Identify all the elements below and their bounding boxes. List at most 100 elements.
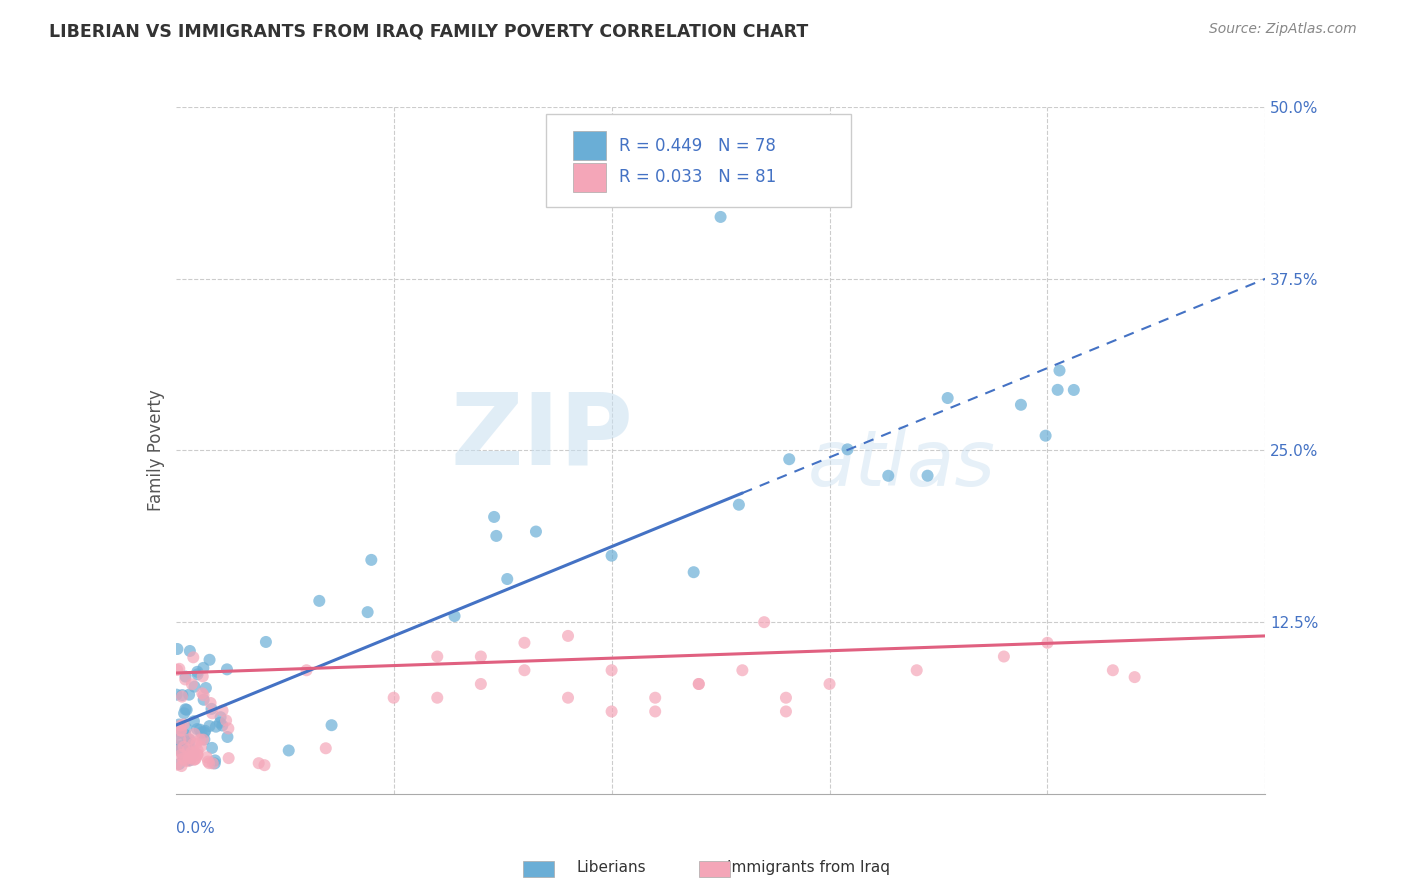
Point bbox=[778, 452, 800, 467]
Point bbox=[201, 706, 224, 721]
Point bbox=[1010, 398, 1032, 412]
Point bbox=[166, 688, 188, 702]
Point bbox=[470, 677, 492, 691]
Point bbox=[208, 715, 231, 730]
Point bbox=[728, 498, 751, 512]
Point bbox=[1102, 663, 1125, 677]
Point bbox=[172, 747, 194, 761]
Point bbox=[1063, 383, 1085, 397]
Point bbox=[170, 739, 193, 754]
Point bbox=[167, 744, 190, 758]
Point bbox=[166, 757, 188, 772]
Point bbox=[356, 605, 378, 619]
Point bbox=[218, 751, 240, 765]
Point bbox=[253, 758, 276, 772]
Point bbox=[200, 702, 222, 716]
Point bbox=[179, 740, 201, 755]
Text: 0.0%: 0.0% bbox=[176, 822, 215, 837]
Point bbox=[186, 747, 208, 762]
Point bbox=[205, 720, 228, 734]
Point bbox=[169, 662, 191, 676]
Text: Immigrants from Iraq: Immigrants from Iraq bbox=[727, 861, 890, 875]
Y-axis label: Family Poverty: Family Poverty bbox=[146, 390, 165, 511]
Point bbox=[485, 529, 508, 543]
Text: Liberians: Liberians bbox=[576, 861, 647, 875]
Point bbox=[170, 690, 193, 704]
Point bbox=[837, 442, 859, 457]
Point bbox=[321, 718, 343, 732]
Point bbox=[295, 663, 318, 677]
Point bbox=[193, 688, 215, 702]
Point bbox=[166, 741, 188, 756]
Point bbox=[177, 753, 200, 767]
Point bbox=[190, 725, 212, 739]
Point bbox=[482, 510, 505, 524]
Text: Source: ZipAtlas.com: Source: ZipAtlas.com bbox=[1209, 22, 1357, 37]
Point bbox=[194, 723, 217, 738]
Point bbox=[172, 742, 194, 756]
Point bbox=[172, 688, 194, 702]
Point bbox=[181, 650, 204, 665]
Point bbox=[200, 696, 222, 710]
Point bbox=[179, 644, 201, 658]
Point bbox=[217, 722, 239, 736]
Point bbox=[176, 703, 198, 717]
Point bbox=[186, 736, 208, 750]
Point bbox=[173, 754, 195, 768]
FancyBboxPatch shape bbox=[546, 114, 852, 207]
Point bbox=[170, 759, 193, 773]
Point bbox=[1123, 670, 1146, 684]
Point bbox=[644, 690, 666, 705]
Point bbox=[993, 649, 1015, 664]
Point bbox=[215, 662, 238, 676]
Point bbox=[174, 721, 197, 735]
Point bbox=[600, 549, 623, 563]
Point bbox=[173, 706, 195, 721]
Point bbox=[731, 663, 754, 677]
Point bbox=[170, 747, 193, 762]
Point bbox=[1049, 363, 1071, 377]
Point bbox=[775, 705, 797, 719]
Point bbox=[277, 743, 299, 757]
Point bbox=[186, 747, 208, 762]
Point bbox=[193, 661, 215, 675]
Point bbox=[600, 705, 623, 719]
Point bbox=[198, 719, 221, 733]
Point bbox=[169, 723, 191, 738]
Point bbox=[179, 732, 201, 747]
Point bbox=[198, 653, 221, 667]
Point bbox=[204, 756, 226, 771]
Point bbox=[187, 667, 209, 681]
Point bbox=[172, 752, 194, 766]
Point bbox=[775, 690, 797, 705]
Point bbox=[193, 725, 215, 739]
Text: ZIP: ZIP bbox=[450, 388, 633, 485]
Point bbox=[183, 737, 205, 751]
Point bbox=[177, 742, 200, 756]
Point bbox=[183, 747, 205, 761]
Point bbox=[179, 750, 201, 764]
Point bbox=[211, 718, 233, 732]
Point bbox=[917, 468, 939, 483]
Point bbox=[496, 572, 519, 586]
Point bbox=[877, 468, 900, 483]
Point bbox=[186, 722, 208, 736]
Point bbox=[166, 642, 188, 657]
Point bbox=[710, 210, 733, 224]
Point bbox=[215, 714, 238, 728]
Point bbox=[179, 732, 201, 747]
Point bbox=[688, 677, 710, 691]
Point bbox=[187, 743, 209, 757]
Point bbox=[905, 663, 928, 677]
Point bbox=[936, 391, 959, 405]
Text: LIBERIAN VS IMMIGRANTS FROM IRAQ FAMILY POVERTY CORRELATION CHART: LIBERIAN VS IMMIGRANTS FROM IRAQ FAMILY … bbox=[49, 22, 808, 40]
Point bbox=[754, 615, 776, 630]
Point bbox=[170, 723, 193, 738]
FancyBboxPatch shape bbox=[574, 131, 606, 160]
Point bbox=[191, 669, 214, 683]
Point bbox=[382, 690, 405, 705]
Point bbox=[195, 750, 218, 764]
Point bbox=[1035, 428, 1057, 442]
Point bbox=[174, 669, 197, 683]
Point bbox=[557, 690, 579, 705]
